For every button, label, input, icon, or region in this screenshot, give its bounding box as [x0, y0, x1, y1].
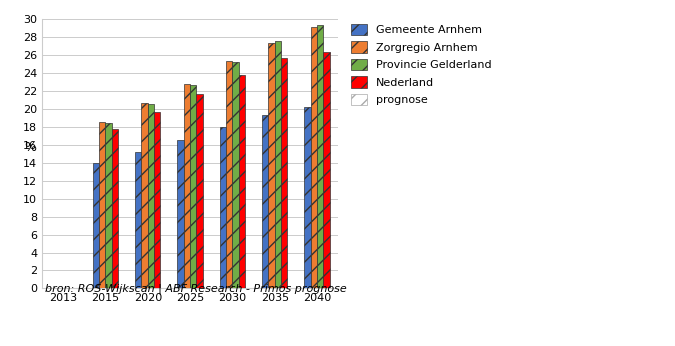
Bar	[281, 58, 288, 289]
Bar	[178, 140, 184, 289]
Text: bron: ROS-Wijkscan | ABF Research - Primos prognose: bron: ROS-Wijkscan | ABF Research - Prim…	[45, 283, 347, 294]
Bar	[148, 104, 154, 289]
Bar	[304, 107, 310, 289]
Bar	[239, 75, 245, 289]
Bar	[112, 129, 118, 289]
Bar	[154, 111, 161, 289]
Bar	[269, 43, 275, 289]
Bar	[226, 61, 232, 289]
Bar	[310, 27, 317, 289]
Bar	[105, 123, 112, 289]
Legend: Gemeente Arnhem, Zorgregio Arnhem, Provincie Gelderland, Nederland, prognose: Gemeente Arnhem, Zorgregio Arnhem, Provi…	[347, 19, 495, 110]
Bar	[99, 122, 105, 289]
Bar	[184, 84, 190, 289]
Bar	[220, 127, 226, 289]
Bar	[92, 163, 99, 289]
Bar	[275, 40, 281, 289]
Bar	[323, 52, 330, 289]
Bar	[317, 25, 323, 289]
Bar	[196, 93, 202, 289]
Bar	[232, 62, 239, 289]
Bar	[141, 103, 148, 289]
Bar	[190, 84, 196, 289]
Y-axis label: %: %	[24, 141, 36, 154]
Bar	[135, 152, 141, 289]
Bar	[262, 115, 269, 289]
